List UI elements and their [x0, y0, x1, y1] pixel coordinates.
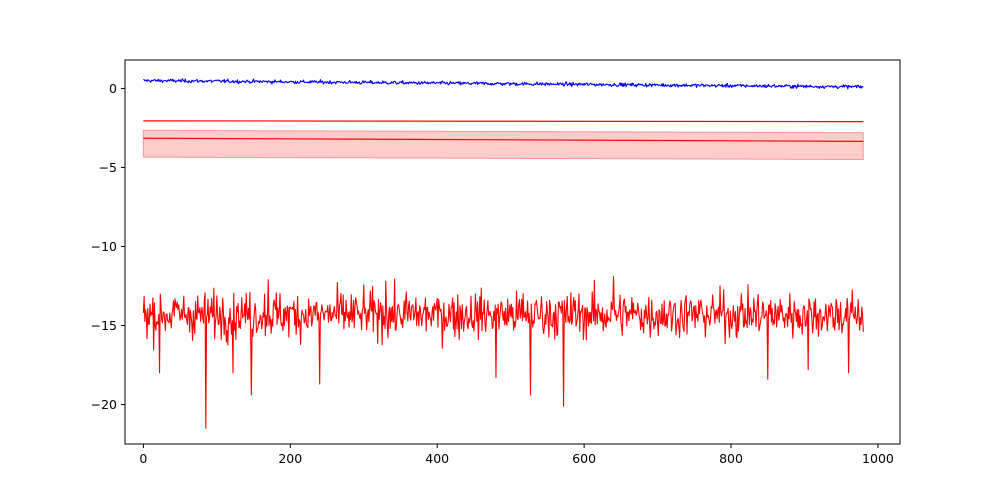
series-1-line	[143, 120, 864, 123]
series-2-band	[142, 129, 864, 161]
x-tick-label: 1000	[862, 451, 894, 466]
x-tick-label: 800	[719, 451, 743, 466]
plot-area	[142, 78, 864, 429]
axes-frame	[124, 59, 901, 445]
y-tick-label: 0	[109, 81, 117, 96]
x-tick-label: 600	[572, 451, 596, 466]
y-tick-label: −15	[91, 318, 117, 333]
series-2-line	[143, 137, 864, 142]
x-tick-label: 0	[139, 451, 147, 466]
series-0-line	[143, 78, 864, 90]
x-axis: 0 200 400 600 800 1000	[139, 444, 894, 466]
x-tick-label: 400	[425, 451, 449, 466]
y-tick-label: −5	[99, 160, 117, 175]
y-tick-label: −20	[91, 397, 117, 412]
y-axis: 0 −5 −10 −15 −20	[91, 81, 125, 412]
series-3-line	[142, 275, 864, 429]
y-tick-label: −10	[91, 239, 117, 254]
x-tick-label: 200	[278, 451, 302, 466]
